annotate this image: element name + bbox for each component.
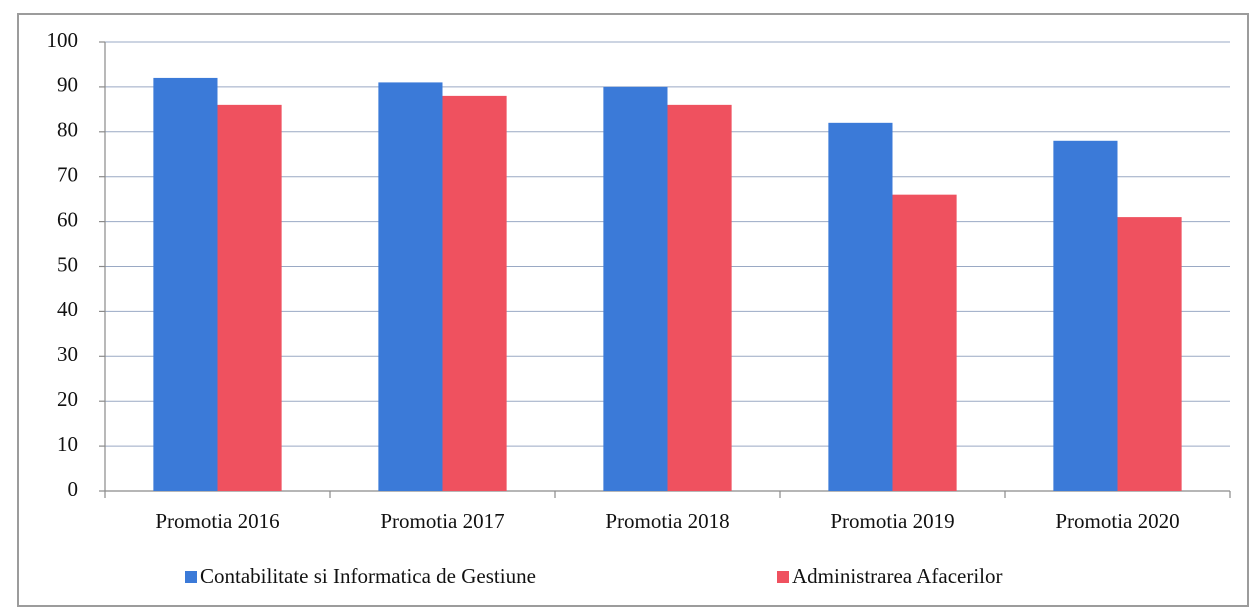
bar	[828, 122, 893, 491]
legend-label: Administrarea Afacerilor	[792, 564, 1003, 588]
y-tick-label: 70	[57, 163, 78, 187]
bar	[1117, 217, 1182, 492]
bar	[667, 104, 732, 492]
y-tick-label: 50	[57, 252, 78, 276]
y-tick-label: 90	[57, 73, 78, 97]
bar	[217, 104, 282, 492]
legend-swatch	[777, 571, 789, 583]
legend-swatch	[185, 571, 197, 583]
x-tick-label: Promotia 2017	[380, 509, 504, 533]
y-tick-label: 30	[57, 342, 78, 366]
x-tick-label: Promotia 2019	[830, 509, 954, 533]
y-tick-label: 0	[68, 477, 79, 501]
y-tick-label: 20	[57, 387, 78, 411]
bar	[892, 194, 957, 491]
bar	[153, 77, 218, 492]
bar	[603, 86, 668, 492]
bar	[378, 82, 443, 491]
bar	[1053, 140, 1118, 491]
x-tick-label: Promotia 2018	[605, 509, 729, 533]
y-tick-label: 60	[57, 207, 78, 231]
y-tick-label: 10	[57, 432, 78, 456]
y-tick-label: 100	[47, 28, 79, 52]
x-tick-label: Promotia 2016	[155, 509, 279, 533]
legend-label: Contabilitate si Informatica de Gestiune	[200, 564, 536, 588]
y-tick-label: 80	[57, 118, 78, 142]
y-tick-label: 40	[57, 297, 78, 321]
bar	[442, 95, 507, 491]
x-tick-label: Promotia 2020	[1055, 509, 1179, 533]
